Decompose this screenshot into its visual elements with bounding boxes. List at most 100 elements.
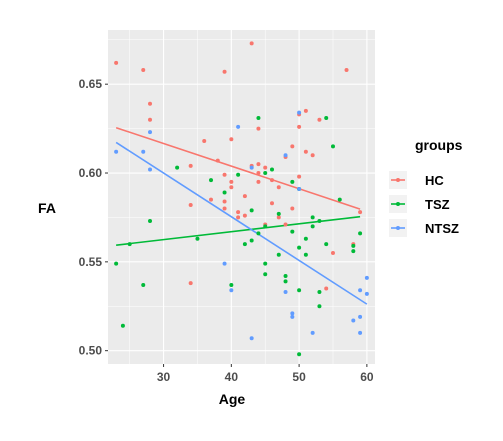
data-point-tsz	[276, 211, 281, 216]
grid-major	[108, 30, 375, 364]
data-point-ntsz	[229, 288, 234, 293]
legend: groups HC TSZ NTSZ	[389, 137, 463, 237]
data-point-hc	[256, 179, 261, 184]
legend-key-point	[396, 202, 400, 206]
data-point-hc	[236, 215, 241, 220]
data-point-hc	[229, 137, 234, 142]
data-point-hc	[188, 202, 193, 207]
data-point-tsz	[351, 243, 356, 248]
data-point-tsz	[120, 323, 125, 328]
data-point-hc	[256, 162, 261, 167]
data-point-tsz	[175, 165, 180, 170]
data-point-hc	[242, 194, 247, 199]
data-point-hc	[222, 206, 227, 211]
data-point-hc	[256, 171, 261, 176]
data-point-ntsz	[358, 288, 363, 293]
data-point-tsz	[283, 274, 288, 279]
grid-minor	[108, 30, 375, 364]
x-axis: 30 40 50 60	[157, 364, 374, 384]
data-point-hc	[317, 117, 322, 122]
data-point-tsz	[283, 279, 288, 284]
data-point-ntsz	[351, 318, 356, 323]
data-point-hc	[222, 172, 227, 177]
data-points	[114, 41, 369, 357]
data-point-tsz	[195, 236, 200, 241]
data-point-hc	[148, 101, 153, 106]
data-point-hc	[324, 286, 329, 291]
data-point-hc	[256, 126, 261, 131]
legend-label: HC	[425, 173, 444, 188]
data-point-ntsz	[283, 153, 288, 158]
data-point-hc	[249, 41, 254, 46]
data-point-hc	[358, 210, 363, 215]
data-point-tsz	[297, 352, 302, 357]
data-point-hc	[283, 222, 288, 227]
data-point-ntsz	[290, 311, 295, 316]
data-point-hc	[242, 213, 247, 218]
data-point-hc	[236, 210, 241, 215]
data-point-hc	[330, 250, 335, 255]
data-point-hc	[290, 144, 295, 149]
data-point-ntsz	[364, 275, 369, 280]
data-point-tsz	[324, 115, 329, 120]
data-point-tsz	[290, 179, 295, 184]
trend-line-hc	[115, 126, 361, 210]
trend-line-ntsz	[115, 141, 368, 305]
data-point-hc	[188, 281, 193, 286]
legend-label: NTSZ	[425, 221, 459, 236]
data-point-tsz	[297, 245, 302, 250]
data-point-ntsz	[297, 187, 302, 192]
data-point-tsz	[310, 224, 315, 229]
data-point-hc	[310, 153, 315, 158]
data-point-hc	[114, 60, 119, 65]
data-point-tsz	[249, 208, 254, 213]
data-point-tsz	[114, 261, 119, 266]
data-point-hc	[222, 69, 227, 74]
data-point-ntsz	[148, 167, 153, 172]
legend-item-hc: HC	[389, 171, 444, 189]
data-point-ntsz	[310, 330, 315, 335]
data-point-tsz	[249, 238, 254, 243]
data-point-hc	[269, 178, 274, 183]
y-tick-label: 0.65	[79, 77, 103, 91]
data-point-hc	[269, 201, 274, 206]
data-point-ntsz	[364, 291, 369, 296]
data-point-tsz	[256, 231, 261, 236]
data-point-tsz	[242, 242, 247, 247]
data-point-tsz	[222, 190, 227, 195]
data-point-tsz	[263, 171, 268, 176]
data-point-tsz	[324, 242, 329, 247]
data-point-hc	[276, 185, 281, 190]
data-point-tsz	[337, 197, 342, 202]
data-point-tsz	[317, 218, 322, 223]
data-point-tsz	[303, 252, 308, 257]
data-point-tsz	[290, 229, 295, 234]
data-point-tsz	[276, 252, 281, 257]
data-point-hc	[297, 124, 302, 129]
data-point-ntsz	[249, 165, 254, 170]
data-point-ntsz	[283, 290, 288, 295]
x-tick-label: 50	[292, 370, 306, 384]
data-point-ntsz	[141, 149, 146, 154]
y-axis-title: FA	[38, 200, 56, 216]
data-point-tsz	[127, 242, 132, 247]
y-axis: 0.50 0.55 0.60 0.65	[79, 77, 108, 358]
x-tick-label: 30	[157, 370, 171, 384]
legend-key-point	[396, 178, 400, 182]
data-point-tsz	[263, 272, 268, 277]
data-point-tsz	[263, 261, 268, 266]
data-point-tsz	[269, 167, 274, 172]
data-point-tsz	[351, 249, 356, 254]
data-point-ntsz	[249, 336, 254, 341]
legend-item-ntsz: NTSZ	[389, 219, 459, 237]
data-point-hc	[222, 199, 227, 204]
data-point-hc	[303, 108, 308, 113]
x-axis-title: Age	[219, 391, 246, 407]
data-point-tsz	[229, 282, 234, 287]
data-point-hc	[141, 67, 146, 72]
y-tick-label: 0.55	[79, 255, 103, 269]
data-point-hc	[303, 149, 308, 154]
data-point-tsz	[236, 172, 241, 177]
data-point-ntsz	[290, 314, 295, 319]
